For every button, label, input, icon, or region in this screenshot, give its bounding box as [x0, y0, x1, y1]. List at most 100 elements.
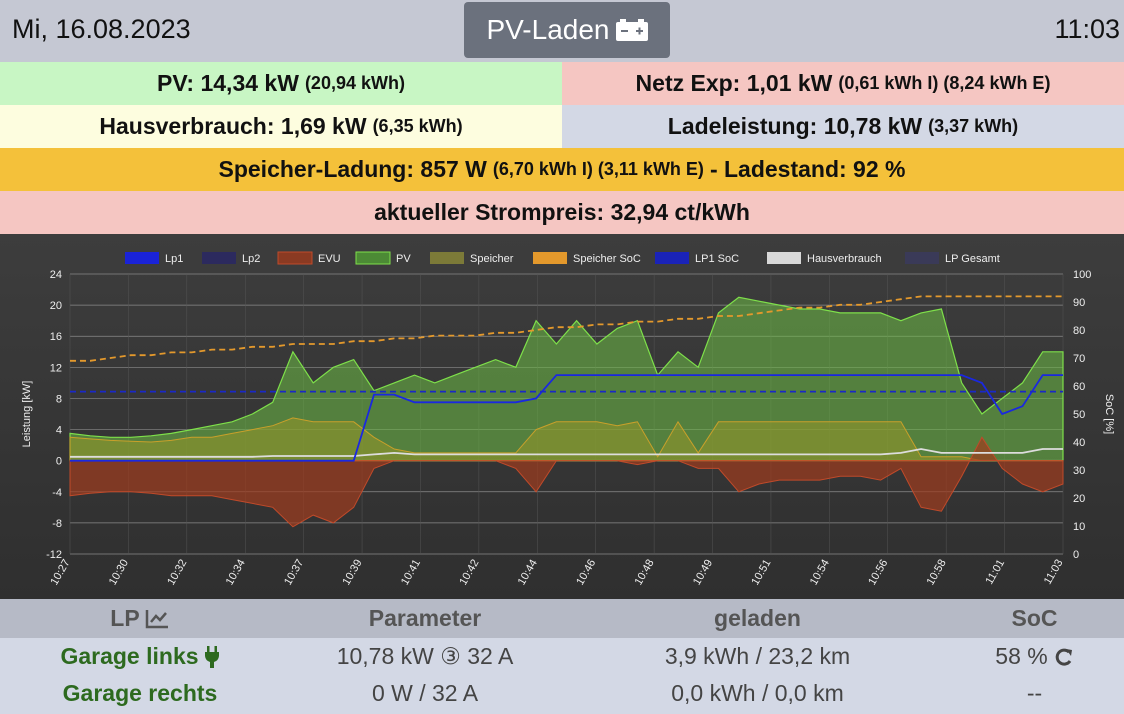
- y2-tick-label: 20: [1073, 493, 1085, 505]
- x-tick-label: 11:01: [983, 558, 1007, 587]
- x-tick-label: 10:46: [574, 558, 598, 588]
- plug-icon: [204, 645, 219, 668]
- grid-power: Netz Exp: 1,01 kW: [635, 70, 833, 96]
- refresh-icon[interactable]: [1054, 647, 1074, 667]
- pv-power: PV: 14,34 kW: [157, 70, 299, 96]
- chargepoint-name[interactable]: Garage links: [0, 638, 280, 675]
- date: Mi, 16.08.2023: [12, 14, 191, 44]
- x-tick-label: 10:39: [340, 558, 364, 588]
- chargepoint-label: Garage links: [60, 643, 199, 669]
- chargepoint-charged: 0,0 kWh / 0,0 km: [671, 680, 844, 706]
- clock: 11:03: [1054, 14, 1120, 44]
- chargepoint-name[interactable]: Garage rechts: [62, 680, 218, 706]
- y-tick-label: -12: [46, 549, 62, 561]
- chargepoint-parameter: 0 W / 32 A: [371, 680, 479, 706]
- series-speicher-soc: [70, 295, 1063, 362]
- legend-label: LP1 SoC: [695, 253, 739, 265]
- y-tick-label: -4: [52, 487, 62, 499]
- chargepoint-soc: --: [1026, 680, 1043, 706]
- col-lp-label: LP: [110, 605, 140, 631]
- series-evu: [69, 436, 1064, 528]
- grid-summary: Netz Exp: 1,01 kW (0,61 kWh I) (8,24 kWh …: [562, 62, 1124, 105]
- grid-energy: (0,61 kWh I) (8,24 kWh E): [838, 73, 1051, 93]
- battery-icon: [615, 19, 648, 41]
- legend-swatch: [277, 251, 313, 265]
- charge-energy: (3,37 kWh): [928, 116, 1019, 136]
- y2-tick-label: 70: [1073, 353, 1085, 365]
- x-tick-label: 10:51: [749, 558, 773, 588]
- battery-power: Speicher-Ladung: 857 W: [218, 156, 487, 182]
- y-tick-label: -8: [52, 518, 62, 530]
- pv-energy: (20,94 kWh): [304, 73, 405, 93]
- x-tick-label: 10:56: [866, 558, 890, 588]
- series-pv: [69, 296, 1064, 462]
- y-tick-label: 20: [50, 300, 62, 312]
- x-tick-label: 10:34: [224, 558, 248, 588]
- x-tick-label: 10:48: [633, 558, 657, 588]
- chargepoint-soc: 58 %: [945, 638, 1124, 675]
- y2-tick-label: 40: [1073, 437, 1085, 449]
- battery-energy: (6,70 kWh I) (3,11 kWh E): [492, 159, 704, 179]
- chart-svg: 24201612840-4-8-121009080706050403020100…: [21, 251, 1115, 588]
- x-tick-label: 11:03: [1042, 558, 1066, 587]
- col-header-soc: SoC: [945, 599, 1124, 638]
- y-tick-label: 4: [56, 425, 62, 437]
- y2-tick-label: 90: [1073, 297, 1085, 309]
- chargepoint-charged: 3,9 kWh / 23,2 km: [664, 643, 851, 669]
- legend-label: LP Gesamt: [945, 253, 1000, 265]
- y2-tick-label: 60: [1073, 381, 1085, 393]
- series-lp1: [70, 374, 1063, 462]
- y2-tick-label: 30: [1073, 465, 1085, 477]
- y2-tick-label: 100: [1073, 269, 1091, 281]
- x-tick-label: 10:49: [691, 558, 715, 588]
- col-header-charged: geladen: [570, 599, 945, 638]
- legend-label: Speicher: [470, 253, 514, 265]
- x-tick-label: 10:30: [107, 558, 131, 588]
- charge-power: Ladeleistung: 10,78 kW: [667, 113, 923, 139]
- house-summary: Hausverbrauch: 1,69 kW (6,35 kWh): [0, 105, 562, 148]
- y-tick-label: 12: [50, 362, 62, 374]
- x-tick-label: 10:37: [282, 558, 306, 588]
- y-axis-label: Leistung [kW]: [21, 381, 33, 448]
- x-tick-label: 10:32: [165, 558, 189, 588]
- battery-soc: - Ladestand: 92 %: [709, 156, 906, 182]
- x-tick-label: 10:54: [808, 558, 832, 588]
- charge-mode-button[interactable]: PV-Laden: [464, 2, 670, 58]
- legend-swatch: [767, 252, 801, 264]
- y-tick-label: 16: [50, 331, 62, 343]
- y2-tick-label: 0: [1073, 549, 1079, 561]
- chargepoint-parameter: 10,78 kW ③ 32 A: [336, 643, 514, 669]
- y2-tick-label: 10: [1073, 521, 1085, 533]
- y-tick-label: 8: [56, 393, 62, 405]
- chart-line-icon[interactable]: [144, 608, 170, 630]
- chargepoint-table: LP Parameter geladen SoC Garage links 10…: [0, 599, 1124, 712]
- legend-swatch: [430, 252, 464, 264]
- x-tick-label: 10:42: [457, 558, 481, 588]
- house-energy: (6,35 kWh): [372, 116, 463, 136]
- legend-label: Speicher SoC: [573, 253, 641, 265]
- x-tick-label: 10:44: [516, 558, 540, 588]
- soc-value: 58 %: [995, 643, 1048, 669]
- legend-swatch: [202, 252, 236, 264]
- charge-summary: Ladeleistung: 10,78 kW (3,37 kWh): [562, 105, 1124, 148]
- legend-label: Lp1: [165, 253, 183, 265]
- legend-swatch: [905, 252, 939, 264]
- legend-swatch: [125, 252, 159, 264]
- x-tick-label: 10:41: [399, 558, 423, 588]
- price-summary: aktueller Strompreis: 32,94 ct/kWh: [0, 191, 1124, 234]
- power-chart[interactable]: 24 20 16 12 8 4 0 -4 -8 -12 100 90 80 70 60 50 40 30 20 10 0…: [0, 234, 1124, 599]
- y-tick-label: 0: [56, 456, 62, 468]
- series-speicher: [69, 417, 1064, 462]
- x-tick-label: 10:27: [48, 558, 72, 588]
- house-power: Hausverbrauch: 1,69 kW: [99, 113, 367, 139]
- col-header-lp[interactable]: LP: [0, 599, 280, 638]
- y-tick-label: 24: [50, 269, 62, 281]
- x-tick-label: 10:58: [925, 558, 949, 588]
- header-bar: Mi, 16.08.2023 PV-Laden 11:03: [0, 0, 1124, 62]
- col-header-parameter: Parameter: [280, 599, 570, 638]
- electricity-price: aktueller Strompreis: 32,94 ct/kWh: [374, 199, 750, 225]
- legend-label: EVU: [318, 253, 341, 265]
- charge-mode-label: PV-Laden: [486, 14, 610, 45]
- y2-axis-label: SoC [%]: [1103, 394, 1115, 434]
- legend-swatch: [655, 252, 689, 264]
